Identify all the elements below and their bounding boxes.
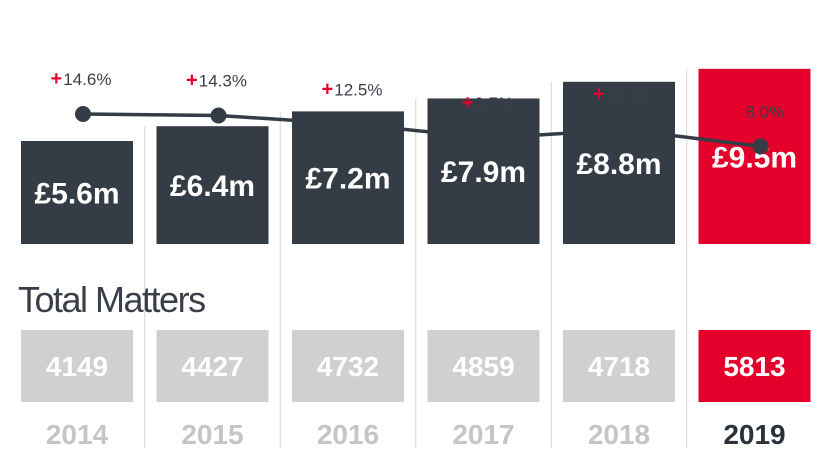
growth-label: +11.4% [593, 84, 653, 106]
x-tick-label: 2018 [588, 419, 650, 450]
growth-label: +8.0% [733, 100, 784, 122]
revenue-bar [427, 98, 540, 244]
year-axis: 2014 2015 2016 2017 2018 2019 [46, 419, 786, 450]
total-matters-value: 5813 [723, 351, 785, 382]
growth-trend-line [75, 106, 769, 155]
total-matters-row: 4149 4427 4732 4859 4718 5813 [21, 330, 811, 402]
revenue-bar [698, 68, 811, 244]
revenue-bar-label: £7.2m [305, 163, 390, 196]
growth-point [210, 107, 227, 124]
total-matters-box [427, 330, 540, 402]
x-tick-label: 2016 [317, 419, 379, 450]
growth-label: +14.3% [186, 69, 247, 91]
growth-point [752, 138, 769, 155]
growth-label: +14.6% [51, 68, 112, 90]
total-matters-value: 4427 [181, 351, 243, 382]
growth-label: +9.7% [462, 92, 513, 114]
revenue-bar-label: £6.4m [170, 170, 255, 203]
total-matters-box [698, 330, 811, 402]
growth-line [82, 112, 761, 149]
column-dividers [144, 68, 688, 448]
total-matters-value: 4149 [46, 351, 108, 382]
total-matters-box [292, 330, 404, 402]
growth-point [617, 121, 633, 138]
total-matters-box [21, 330, 133, 402]
total-matters-value: 4859 [452, 351, 514, 382]
revenue-bar-label: £5.6m [34, 178, 119, 211]
revenue-bar-label: £7.9m [441, 156, 526, 189]
revenue-bar [156, 126, 269, 244]
total-matters-value: 4718 [588, 351, 650, 382]
total-matters-box [563, 330, 675, 402]
x-tick-label: 2017 [452, 419, 514, 450]
x-tick-label: 2015 [181, 419, 243, 450]
growth-labels: +14.6% +14.3% +12.5% +9.7% +11.4% +8.0% [51, 68, 785, 122]
revenue-bar [21, 141, 133, 244]
total-matters-box [156, 330, 269, 402]
growth-point [75, 106, 91, 122]
growth-point [346, 116, 362, 133]
revenue-bar-label: £8.8m [576, 148, 661, 181]
x-tick-label: 2019 [723, 419, 785, 450]
growth-point [481, 130, 498, 147]
revenue-bar [563, 81, 675, 244]
total-matters-title: Total Matters [18, 279, 205, 320]
x-tick-label: 2014 [46, 419, 109, 450]
revenue-bar [292, 111, 404, 245]
total-matters-value: 4732 [317, 351, 379, 382]
revenue-bars: £5.6m £6.4m £7.2m £7.9m £8.8m £9.5m [21, 68, 811, 245]
growth-label: +12.5% [322, 78, 383, 100]
